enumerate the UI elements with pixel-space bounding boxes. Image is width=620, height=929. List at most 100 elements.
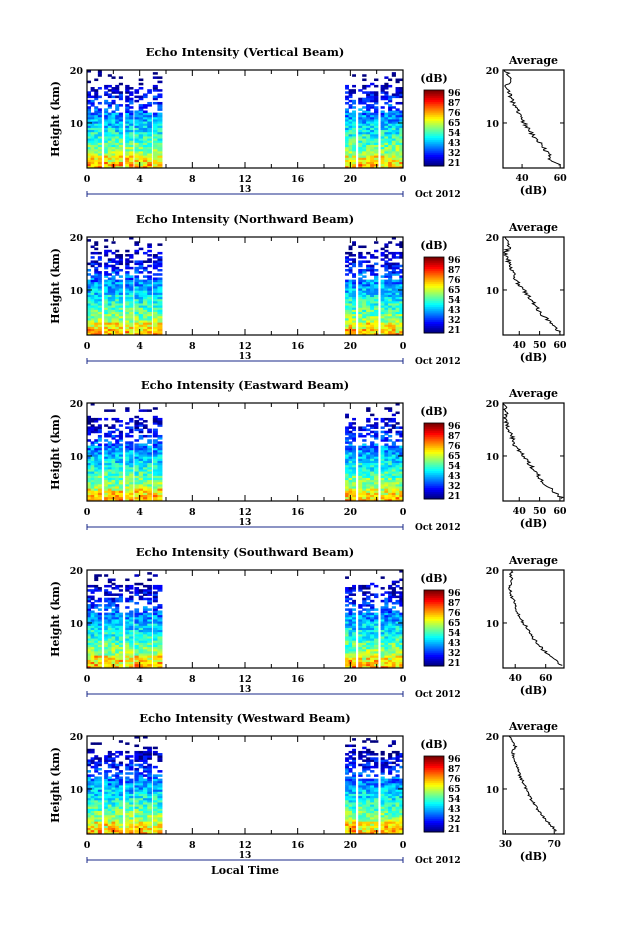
echo-cell	[157, 251, 163, 255]
echo-cell	[118, 776, 123, 780]
echo-cell	[129, 650, 134, 654]
echo-cell	[142, 642, 148, 645]
echo-cell	[395, 95, 400, 99]
echo-cell	[348, 430, 353, 434]
echo-cell	[129, 460, 134, 464]
echo-cell	[358, 464, 363, 468]
echo-cell	[118, 498, 123, 502]
echo-cell	[345, 279, 349, 283]
echo-cell	[348, 610, 353, 614]
echo-cell	[374, 320, 379, 323]
echo-cell	[345, 469, 349, 472]
colorbar-segment	[424, 485, 444, 489]
echo-cell	[115, 644, 120, 648]
echo-cell	[391, 125, 396, 128]
echo-cell	[362, 129, 367, 133]
echo-cell	[118, 653, 123, 656]
echo-cell	[391, 140, 396, 143]
echo-cell	[90, 153, 95, 156]
echo-cell	[87, 604, 92, 607]
echo-cell	[134, 460, 140, 464]
echo-cell	[374, 279, 379, 283]
echo-cell	[87, 91, 92, 94]
echo-cell	[87, 311, 92, 315]
echo-cell	[348, 311, 353, 315]
echo-cell	[352, 439, 356, 442]
echo-cell	[370, 330, 375, 334]
echo-cell	[395, 458, 400, 461]
echo-cell	[380, 498, 385, 502]
echo-cell	[104, 772, 109, 775]
echo-cell	[118, 76, 123, 79]
echo-cell	[388, 481, 393, 485]
profile-y-tick-label: 20	[486, 566, 500, 577]
echo-cell	[97, 819, 102, 822]
echo-cell	[358, 496, 363, 500]
echo-cell	[125, 659, 130, 663]
colorbar-segment	[424, 147, 444, 150]
echo-cell	[142, 648, 148, 652]
echo-cell	[157, 434, 163, 438]
echo-cell	[111, 795, 116, 799]
echo-cell	[147, 294, 152, 298]
echo-cell	[380, 87, 385, 90]
echo-cell	[125, 317, 130, 321]
echo-cell	[380, 332, 385, 336]
echo-cell	[118, 595, 123, 599]
echo-cell	[138, 644, 144, 648]
echo-cell	[399, 460, 404, 464]
echo-cell	[97, 101, 102, 105]
echo-cell	[97, 74, 102, 77]
echo-cell	[391, 150, 396, 154]
echo-cell	[384, 447, 389, 451]
echo-cell	[384, 268, 389, 272]
echo-cell	[395, 466, 400, 470]
echo-cell	[97, 256, 102, 259]
echo-cell	[370, 452, 375, 455]
echo-cell	[362, 309, 367, 312]
echo-cell	[358, 610, 363, 614]
echo-cell	[134, 589, 140, 592]
echo-cell	[104, 443, 109, 447]
echo-cell	[118, 432, 123, 436]
echo-cell	[380, 165, 385, 169]
echo-cell	[374, 612, 379, 616]
echo-cell	[345, 119, 349, 122]
echo-cell	[118, 496, 123, 500]
echo-cell	[97, 114, 102, 118]
echo-cell	[97, 665, 102, 669]
echo-cell	[374, 281, 379, 285]
echo-cell	[97, 795, 102, 799]
echo-cell	[362, 91, 367, 94]
echo-cell	[107, 614, 112, 618]
echo-cell	[90, 597, 95, 601]
profile-x-tick-label: 60	[553, 506, 567, 517]
echo-cell	[352, 294, 356, 298]
echo-cell	[370, 292, 375, 295]
echo-cell	[358, 475, 363, 478]
echo-cell	[142, 131, 148, 135]
echo-cell	[118, 326, 123, 330]
echo-cell	[115, 104, 120, 107]
echo-cell	[348, 324, 353, 327]
echo-cell	[118, 311, 123, 315]
echo-cell	[138, 119, 144, 122]
echo-cell	[352, 241, 356, 244]
echo-cell	[380, 153, 385, 156]
echo-cell	[391, 294, 396, 298]
echo-cell	[138, 148, 144, 152]
echo-cell	[104, 797, 109, 801]
echo-cell	[107, 138, 112, 141]
echo-cell	[94, 780, 99, 784]
echo-cell	[107, 770, 112, 773]
echo-cell	[384, 479, 389, 483]
echo-cell	[157, 483, 163, 487]
echo-cell	[111, 462, 116, 466]
echo-cell	[384, 138, 389, 141]
echo-cell	[115, 417, 120, 421]
echo-cell	[399, 78, 404, 82]
echo-cell	[97, 633, 102, 637]
echo-cell	[358, 636, 363, 639]
echo-cell	[388, 439, 393, 442]
echo-cell	[94, 153, 99, 156]
